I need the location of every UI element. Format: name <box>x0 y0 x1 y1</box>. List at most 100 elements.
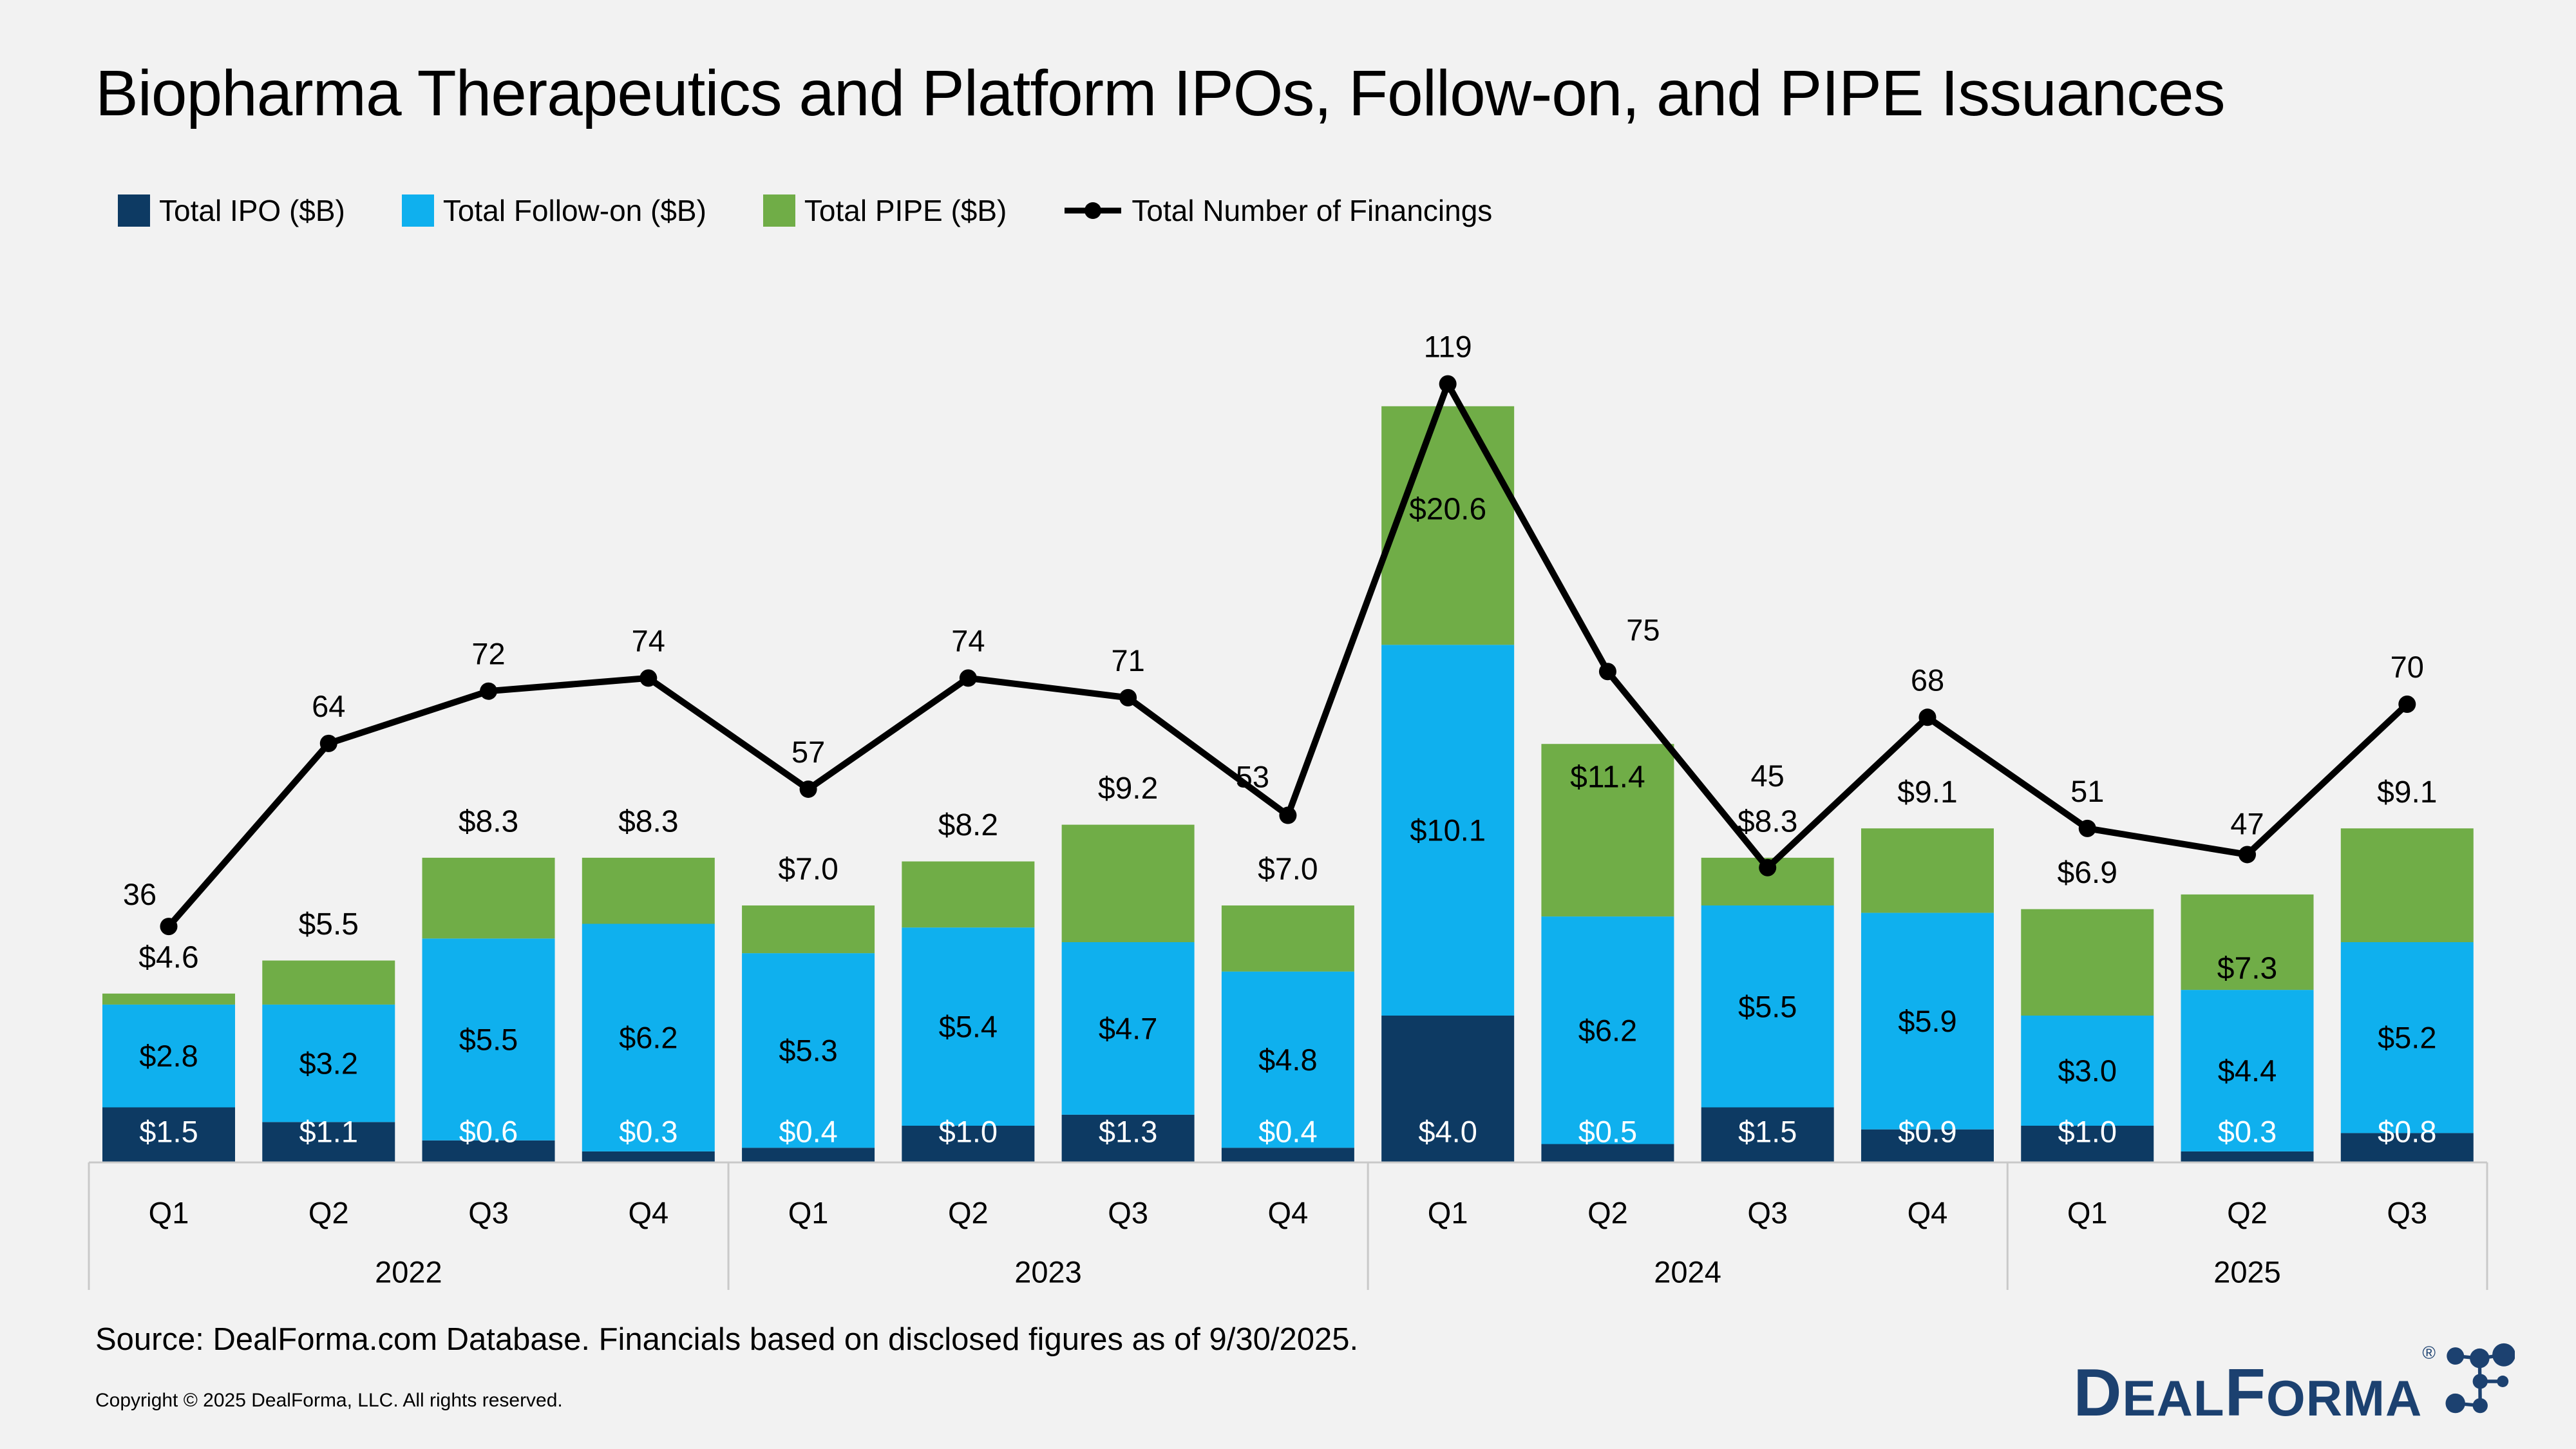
line-marker-10 <box>1759 858 1777 876</box>
bar-label-ipo-2: $0.6 <box>459 1115 518 1149</box>
bar-segment-ipo-Q3-2022 <box>422 1140 555 1162</box>
bar-total-label-9: $11.4 <box>1570 761 1645 795</box>
bar-segment-ipo-Q1-2023 <box>742 1148 875 1162</box>
bar-total-label-5: $8.2 <box>938 808 998 842</box>
bar-total-label-7: $7.0 <box>1258 853 1318 887</box>
line-value-label-3: 74 <box>632 623 665 658</box>
bar-segment-pipe-Q4-2023 <box>1221 905 1354 972</box>
line-value-label-9: 75 <box>1626 612 1660 647</box>
bar-total-label-11: $9.1 <box>1897 775 1957 810</box>
x-axis-quarter-label-5: Q2 <box>948 1196 989 1230</box>
x-axis-quarter-label-4: Q1 <box>788 1196 829 1230</box>
bar-segment-pipe-Q2-2025 <box>2181 894 2314 990</box>
x-axis-year-label-2025: 2025 <box>2213 1255 2281 1289</box>
bar-label-ipo-3: $0.3 <box>619 1115 677 1149</box>
logo-network-icon <box>2445 1343 2515 1414</box>
line-marker-4 <box>799 780 817 798</box>
legend-label-1: Total Follow-on ($B) <box>442 194 706 227</box>
line-marker-12 <box>2078 819 2096 837</box>
x-axis-quarter-label-2: Q3 <box>468 1196 509 1230</box>
line-value-label-14: 70 <box>2391 650 2424 684</box>
line-value-label-13: 47 <box>2230 806 2264 840</box>
bar-segment-followon-Q1-2023 <box>742 953 875 1148</box>
bar-label-ipo-4: $0.4 <box>779 1115 837 1149</box>
bar-segment-followon-Q2-2024 <box>1541 916 1674 1144</box>
bar-label-ipo-5: $1.0 <box>939 1115 998 1149</box>
chart-title: Biopharma Therapeutics and Platform IPOs… <box>95 57 2226 129</box>
bar-segment-pipe-Q2-2024 <box>1541 744 1674 917</box>
bar-segment-ipo-Q4-2022 <box>582 1151 715 1162</box>
line-value-label-12: 51 <box>2070 774 2104 808</box>
x-axis-quarter-label-14: Q3 <box>2387 1196 2427 1230</box>
bar-label-followon-2: $5.5 <box>459 1023 518 1057</box>
bar-label-followon-11: $5.9 <box>1898 1004 1956 1038</box>
bar-segment-ipo-Q2-2022 <box>262 1122 395 1162</box>
line-marker-5 <box>959 669 977 687</box>
bar-total-label-12: $6.9 <box>2058 856 2117 890</box>
bar-segment-ipo-Q1-2024 <box>1381 1016 1515 1162</box>
bar-segment-pipe-Q1-2025 <box>2021 909 2154 1016</box>
bar-segment-pipe-Q2-2022 <box>262 960 395 1005</box>
bar-label-ipo-6: $1.3 <box>1099 1115 1157 1149</box>
bar-segment-ipo-Q4-2023 <box>1221 1148 1354 1162</box>
x-axis-quarter-label-9: Q2 <box>1587 1196 1628 1230</box>
line-value-label-6: 71 <box>1111 643 1144 677</box>
legend-item-2: Total PIPE ($B) <box>762 193 1007 228</box>
bar-label-followon-9: $6.2 <box>1578 1013 1637 1047</box>
bar-segment-followon-Q4-2024 <box>1861 913 1994 1130</box>
bar-segment-pipe-Q4-2022 <box>582 857 715 924</box>
bar-total-label-14: $9.1 <box>2377 775 2437 810</box>
line-value-label-8: 119 <box>1424 330 1472 364</box>
bar-label-ipo-10: $1.5 <box>1738 1115 1797 1149</box>
bar-segment-followon-Q1-2024 <box>1381 645 1515 1016</box>
x-axis-quarter-label-11: Q4 <box>1908 1196 1948 1230</box>
bar-total-label-4: $7.0 <box>778 853 838 887</box>
legend-swatch-0 <box>118 194 150 227</box>
bar-segment-followon-Q2-2025 <box>2181 990 2314 1151</box>
bar-segment-ipo-Q2-2025 <box>2181 1151 2314 1162</box>
bar-segment-followon-Q3-2025 <box>2340 942 2474 1133</box>
logo-wordmark: DEALFORMA ® <box>2073 1344 2436 1427</box>
bar-segment-followon-Q3-2022 <box>422 938 555 1141</box>
x-axis-quarter-label-1: Q2 <box>308 1196 349 1230</box>
bar-segment-followon-Q2-2023 <box>902 927 1035 1126</box>
bar-label-followon-12: $3.0 <box>2058 1054 2116 1088</box>
x-axis-year-label-2024: 2024 <box>1654 1255 1721 1289</box>
line-marker-7 <box>1279 806 1297 824</box>
line-value-label-11: 68 <box>1911 663 1944 697</box>
bar-total-label-2: $8.3 <box>459 804 518 838</box>
x-axis-year-label-2023: 2023 <box>1014 1255 1082 1289</box>
bar-label-followon-5: $5.4 <box>939 1010 998 1044</box>
bar-label-followon-1: $3.2 <box>299 1046 358 1081</box>
line-marker-8 <box>1439 375 1457 393</box>
bar-label-followon-8: $10.1 <box>1410 813 1486 848</box>
bar-total-label-13: $7.3 <box>2217 951 2277 985</box>
bar-label-ipo-11: $0.9 <box>1898 1115 1956 1149</box>
legend-label-3: Total Number of Financings <box>1132 194 1493 227</box>
bar-segment-followon-Q4-2022 <box>582 923 715 1151</box>
bar-label-ipo-0: $1.5 <box>139 1115 198 1149</box>
bar-segment-pipe-Q2-2023 <box>902 861 1035 928</box>
logo-letters-orma: ORMA <box>2266 1370 2423 1426</box>
legend-label-0: Total IPO ($B) <box>159 194 345 227</box>
bar-label-ipo-14: $0.8 <box>2378 1115 2436 1149</box>
x-axis-quarter-label-3: Q4 <box>628 1196 668 1230</box>
bar-segment-followon-Q2-2022 <box>262 1004 395 1122</box>
bar-label-followon-7: $4.8 <box>1258 1043 1317 1077</box>
bar-total-label-8: $20.6 <box>1409 492 1486 526</box>
bar-segment-ipo-Q1-2022 <box>102 1107 235 1162</box>
bar-label-followon-6: $4.7 <box>1099 1011 1157 1045</box>
legend-line-marker-icon <box>1065 202 1122 219</box>
line-value-label-0: 36 <box>123 877 156 911</box>
bar-label-ipo-13: $0.3 <box>2218 1115 2277 1149</box>
bar-label-followon-4: $5.3 <box>779 1034 837 1068</box>
line-value-label-4: 57 <box>791 735 825 769</box>
bar-segment-pipe-Q3-2025 <box>2340 828 2474 942</box>
legend-item-3: Total Number of Financings <box>1063 193 1492 228</box>
x-axis-quarter-label-7: Q4 <box>1268 1196 1309 1230</box>
logo-letter-d: D <box>2073 1356 2123 1430</box>
bar-label-followon-3: $6.2 <box>619 1021 677 1055</box>
bar-label-followon-13: $4.4 <box>2218 1054 2277 1088</box>
